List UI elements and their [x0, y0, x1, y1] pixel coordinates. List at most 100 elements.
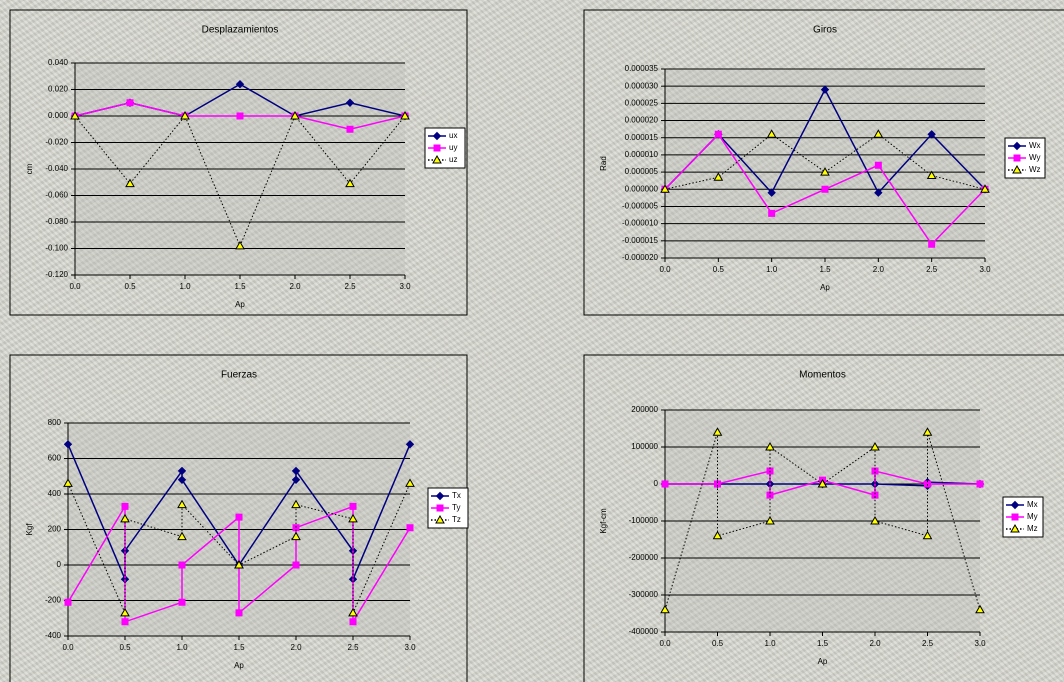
- x-tick-label: 0.0: [659, 265, 671, 274]
- marker: [926, 170, 937, 180]
- y-tick-label: 0.000010: [625, 150, 659, 159]
- marker: [290, 110, 300, 120]
- x-tick-label: 0.0: [69, 282, 81, 291]
- y-tick-label: -400: [45, 631, 62, 640]
- marker: [177, 475, 187, 485]
- x-tick-label: 2.5: [926, 265, 938, 274]
- y-tick-label: 0.000030: [625, 81, 659, 90]
- y-axis-label: Rad: [599, 156, 608, 171]
- x-tick-label: 3.0: [974, 639, 986, 648]
- y-tick-label: 600: [48, 454, 62, 463]
- marker: [928, 240, 936, 248]
- y-axis-label: Kgf-cm: [599, 508, 608, 534]
- marker: [765, 515, 775, 525]
- marker: [766, 491, 774, 499]
- x-tick-label: 3.0: [399, 282, 411, 291]
- legend-label: uz: [449, 155, 457, 164]
- marker: [120, 513, 130, 523]
- legend-label: ux: [449, 131, 457, 140]
- marker: [177, 531, 187, 541]
- marker: [126, 99, 134, 107]
- marker: [874, 161, 882, 169]
- legend-label: My: [1027, 512, 1038, 521]
- x-tick-label: 0.5: [124, 282, 136, 291]
- legend-label: Mx: [1027, 500, 1038, 509]
- marker: [821, 185, 829, 193]
- chart-frame: [583, 9, 1064, 316]
- legend-marker: [1010, 523, 1020, 533]
- legend-marker: [435, 491, 445, 501]
- marker: [70, 110, 80, 120]
- marker: [713, 172, 724, 181]
- y-tick-label: -0.000015: [622, 236, 659, 245]
- x-tick-label: 2.0: [290, 643, 302, 652]
- y-tick-label: 100000: [631, 442, 658, 451]
- y-tick-label: 0.000035: [625, 64, 659, 73]
- legend-marker: [1010, 500, 1020, 510]
- marker: [927, 130, 936, 139]
- chart: Desplazamientos cm Ap 0.040 0.020 0.000 -0.020…: [9, 9, 468, 316]
- y-tick-label: -200000: [629, 553, 659, 562]
- marker: [234, 559, 244, 569]
- chart-title: Momentos: [799, 370, 846, 381]
- marker: [405, 440, 415, 449]
- x-tick-label: 1.5: [817, 639, 829, 648]
- chart: Fuerzas Kgf Ap 800 600 400 200 0 -200 -4000.0 0.5 1…: [9, 354, 469, 682]
- x-tick-label: 2.0: [873, 265, 885, 274]
- marker: [291, 499, 301, 509]
- marker: [125, 178, 135, 188]
- marker: [346, 125, 354, 133]
- marker: [817, 478, 828, 488]
- legend-marker: [1012, 141, 1022, 151]
- x-tick-label: 2.0: [289, 282, 301, 291]
- marker: [291, 531, 301, 541]
- marker: [712, 530, 723, 540]
- y-tick-label: -300000: [629, 590, 659, 599]
- marker: [348, 513, 358, 523]
- x-tick-label: 0.0: [62, 643, 74, 652]
- legend-label: Tz: [452, 515, 461, 524]
- x-tick-label: 0.5: [119, 643, 131, 652]
- marker: [121, 618, 129, 626]
- y-tick-label: -0.000010: [622, 219, 659, 228]
- marker: [348, 607, 358, 617]
- marker: [766, 129, 777, 138]
- marker: [235, 79, 245, 89]
- marker: [922, 530, 933, 540]
- x-axis-label: Ap: [818, 657, 828, 666]
- marker: [291, 475, 301, 485]
- marker: [180, 110, 190, 120]
- marker: [871, 467, 879, 475]
- x-tick-label: 1.0: [179, 282, 191, 291]
- legend-label: uy: [449, 143, 457, 152]
- marker: [292, 524, 300, 532]
- marker: [177, 466, 187, 476]
- y-tick-label: 0.020: [48, 85, 69, 94]
- chart: Momentos Kgf-cm Ap 200000 100000 0 -100000 -200…: [583, 354, 1064, 682]
- y-tick-label: -0.000020: [622, 253, 659, 262]
- marker: [712, 427, 723, 436]
- marker: [63, 440, 73, 449]
- x-tick-label: 1.0: [766, 265, 778, 274]
- legend-marker: [433, 144, 441, 152]
- x-tick-label: 2.5: [344, 282, 356, 291]
- y-tick-label: 0.000015: [625, 133, 659, 142]
- marker: [660, 604, 670, 614]
- marker: [924, 480, 931, 488]
- y-tick-label: -400000: [629, 627, 659, 636]
- marker: [871, 491, 879, 499]
- y-tick-label: -0.060: [45, 191, 68, 200]
- marker: [714, 130, 722, 138]
- x-tick-label: 3.0: [979, 265, 991, 274]
- x-tick-label: 2.0: [869, 639, 881, 648]
- y-tick-label: 0.000: [48, 111, 69, 120]
- y-axis-label: cm: [25, 163, 34, 174]
- marker: [714, 480, 721, 488]
- marker: [767, 188, 776, 197]
- y-tick-label: 200: [48, 525, 62, 534]
- y-tick-label: 0.040: [48, 58, 69, 67]
- x-axis-label: Ap: [820, 283, 830, 292]
- plot-area: [665, 69, 985, 258]
- chart-title: Giros: [813, 25, 837, 36]
- chart: Giros Rad Ap 0.000035 0.000030 0.000025 0.0000…: [583, 9, 1064, 316]
